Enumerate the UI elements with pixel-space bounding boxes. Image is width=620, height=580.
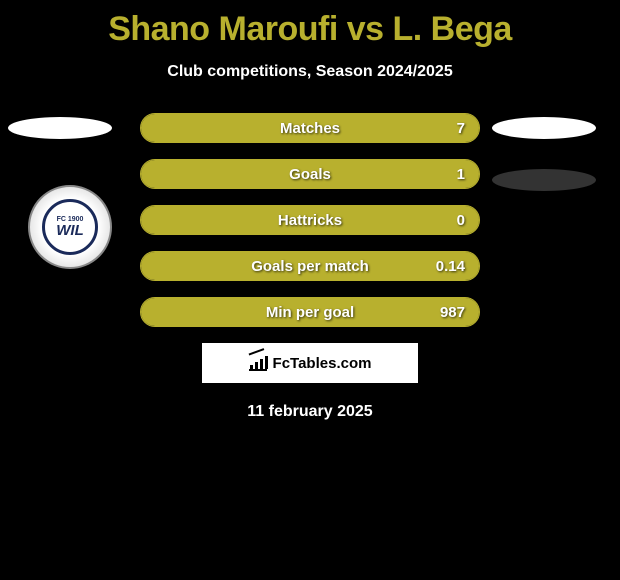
stat-label: Goals	[289, 166, 331, 183]
stat-row: Min per goal 987	[0, 297, 620, 327]
stat-bar-matches: Matches 7	[140, 113, 480, 143]
decor-oval-right-1	[492, 117, 596, 139]
stat-value: 1	[457, 166, 465, 183]
stat-label: Hattricks	[278, 212, 342, 229]
brand-text: FcTables.com	[273, 355, 372, 372]
brand-chart-icon	[249, 355, 267, 371]
stat-value: 7	[457, 120, 465, 137]
stat-label: Goals per match	[251, 258, 369, 275]
decor-oval-left	[8, 117, 112, 139]
date-label: 11 february 2025	[0, 403, 620, 421]
logo-text-bot: WIL	[56, 223, 84, 238]
stat-value: 987	[440, 304, 465, 321]
subtitle: Club competitions, Season 2024/2025	[0, 63, 620, 81]
page-title: Shano Maroufi vs L. Bega	[0, 0, 620, 49]
team-logo-inner: FC 1900 WIL	[42, 199, 98, 255]
brand-box: FcTables.com	[202, 343, 418, 383]
team-logo-badge: FC 1900 WIL	[28, 185, 112, 269]
stat-value: 0.14	[436, 258, 465, 275]
stat-value: 0	[457, 212, 465, 229]
stat-bar-min-per-goal: Min per goal 987	[140, 297, 480, 327]
decor-oval-right-2	[492, 169, 596, 191]
stat-label: Min per goal	[266, 304, 354, 321]
stat-bar-goals-per-match: Goals per match 0.14	[140, 251, 480, 281]
stat-bar-goals: Goals 1	[140, 159, 480, 189]
stat-bar-hattricks: Hattricks 0	[140, 205, 480, 235]
content-area: FC 1900 WIL Matches 7 Goals 1 Hattricks …	[0, 113, 620, 421]
stat-label: Matches	[280, 120, 340, 137]
